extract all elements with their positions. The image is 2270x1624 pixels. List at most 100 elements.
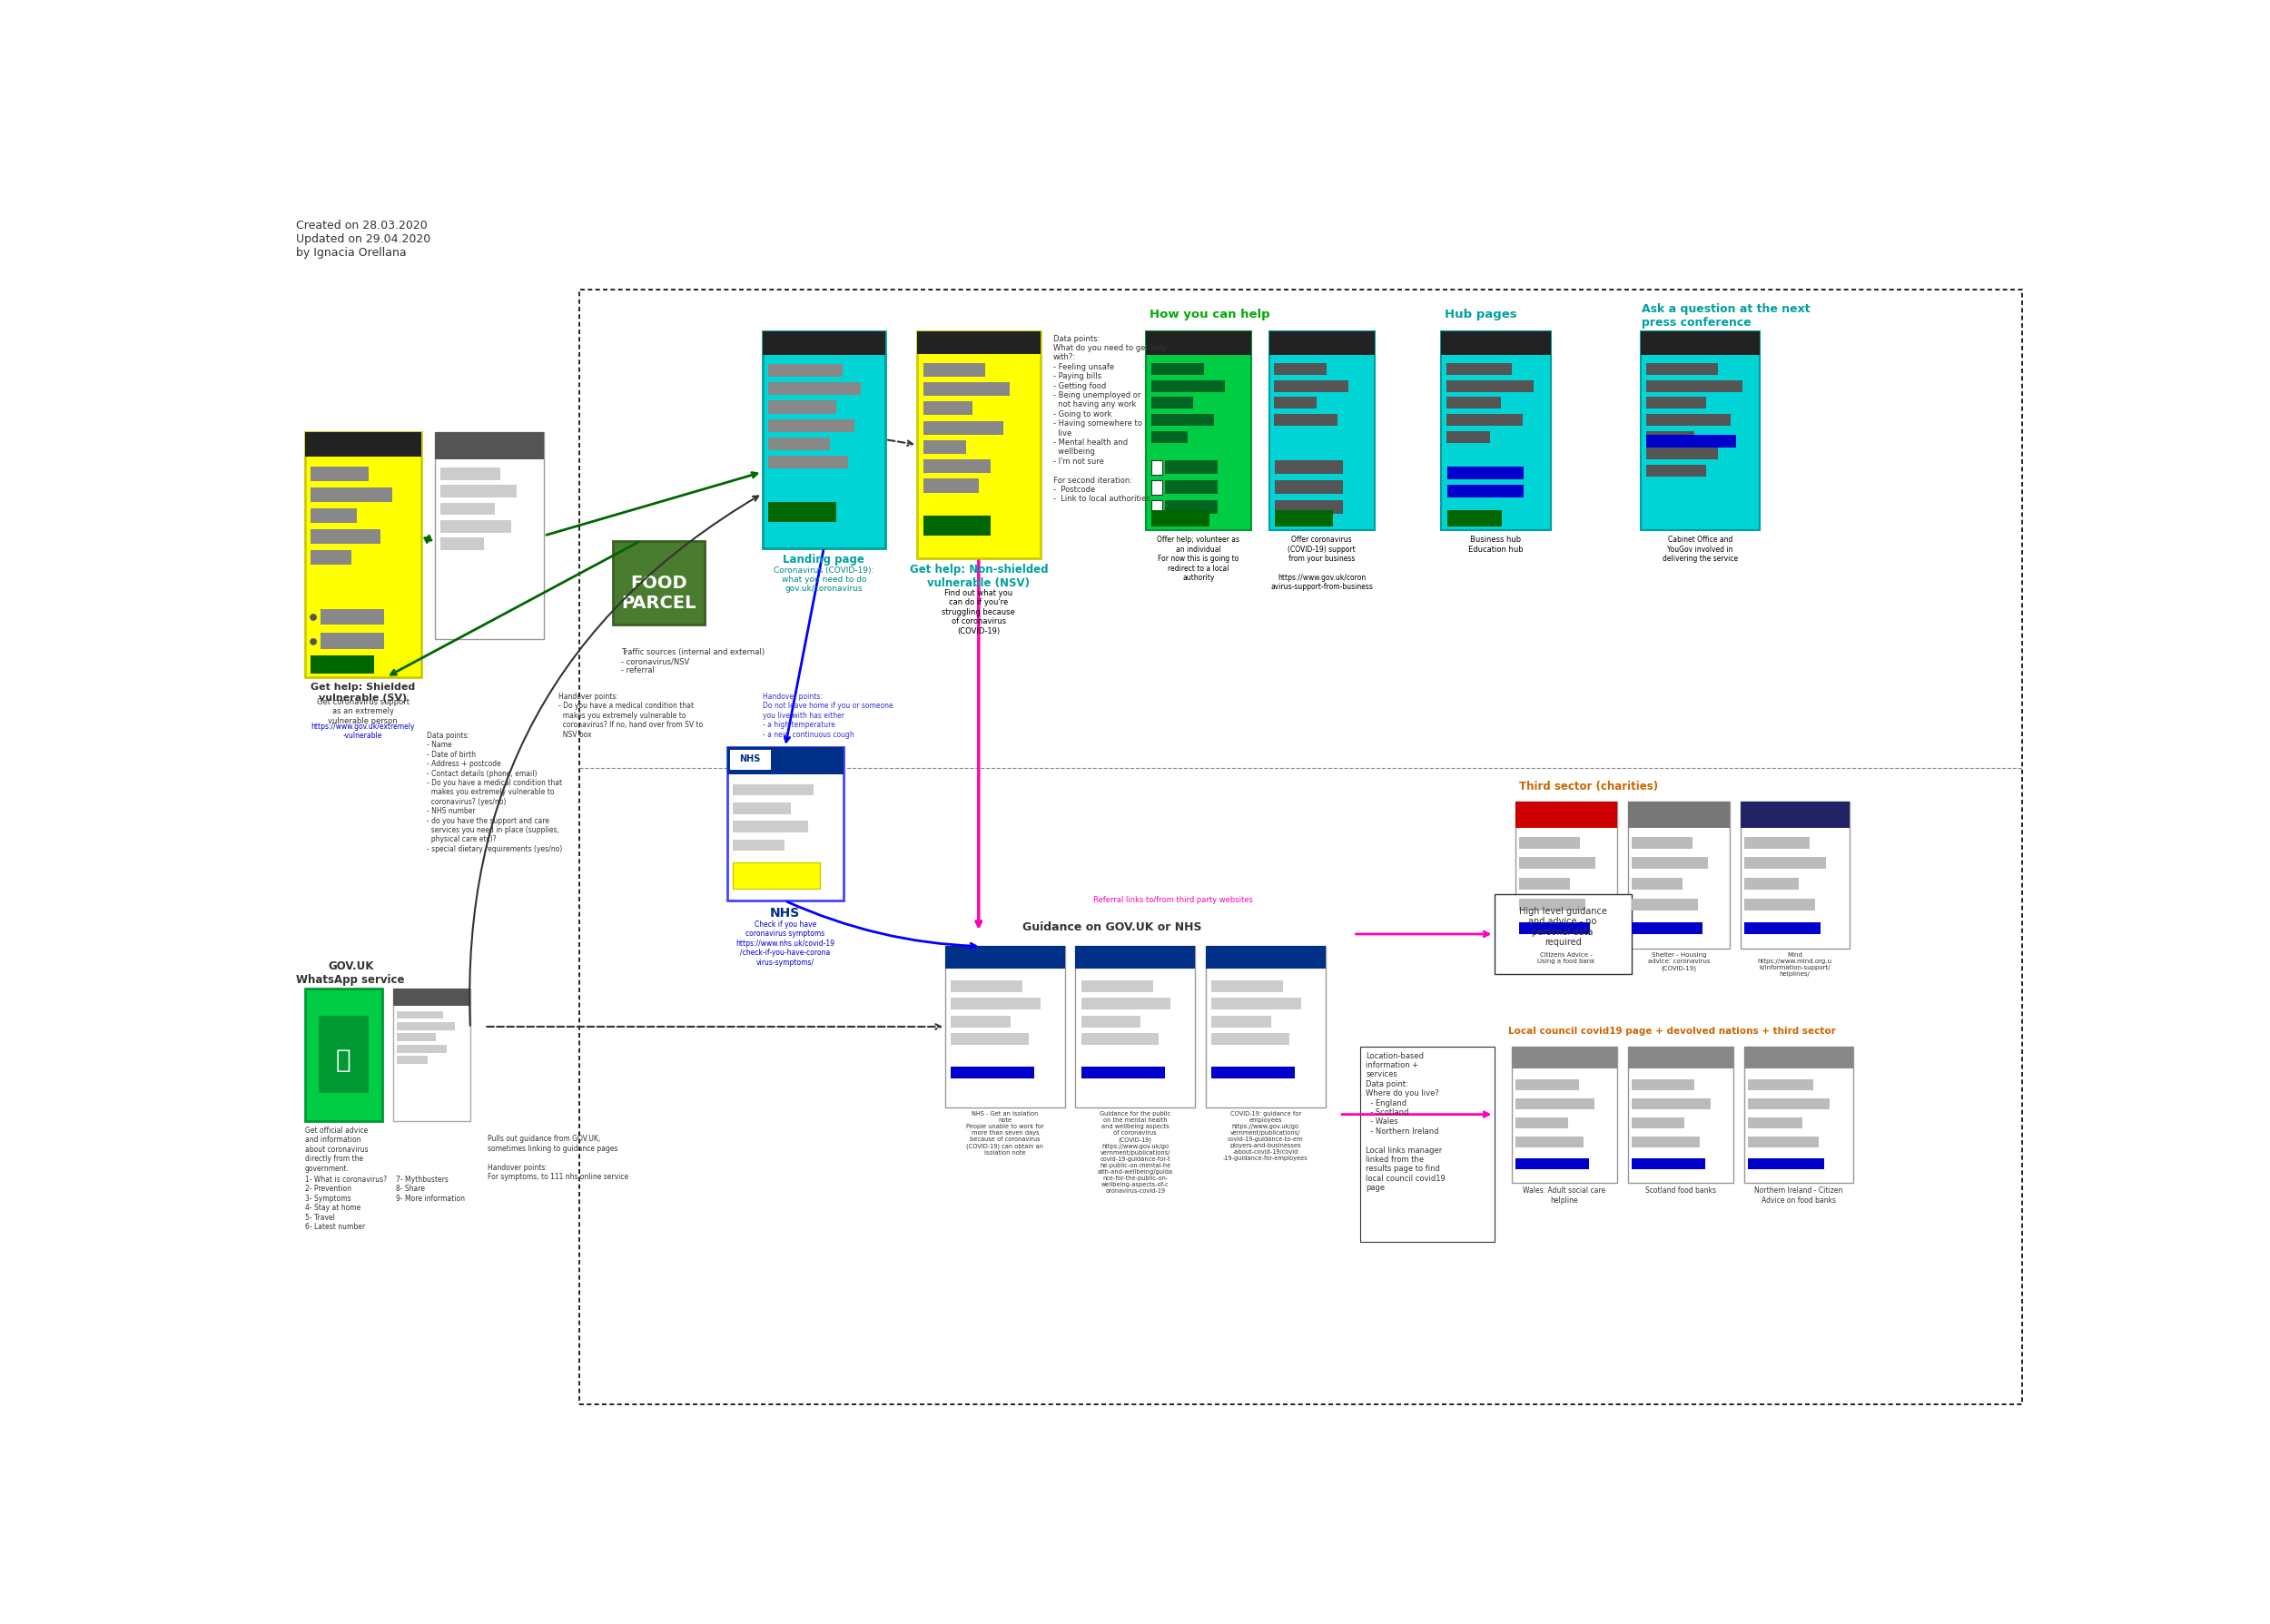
Bar — [311, 654, 375, 674]
Bar — [1273, 481, 1344, 494]
Bar — [440, 503, 495, 515]
Text: Pulls out guidance from GOV.UK,
sometimes linking to guidance pages

Handover po: Pulls out guidance from GOV.UK, sometime… — [488, 1135, 629, 1181]
Bar — [770, 456, 849, 469]
Bar — [1743, 836, 1809, 849]
Text: GOV.UK
WhatsApp service: GOV.UK WhatsApp service — [297, 960, 404, 986]
Text: Get official advice
and information
about coronavirus
directly from the
governme: Get official advice and information abou… — [304, 1127, 368, 1173]
Text: NHS - Get an isolation
note
People unable to work for
more than seven days
becau: NHS - Get an isolation note People unabl… — [967, 1111, 1044, 1155]
Bar — [924, 401, 972, 416]
Bar — [1641, 331, 1759, 356]
Text: Business hub
Education hub: Business hub Education hub — [1469, 536, 1523, 554]
Bar — [1632, 1158, 1705, 1169]
Bar — [393, 989, 470, 1005]
Bar — [733, 820, 808, 833]
Bar — [1360, 1046, 1494, 1242]
Bar — [1151, 461, 1162, 474]
Bar — [1743, 879, 1798, 890]
Bar — [1151, 380, 1226, 391]
Bar — [1632, 857, 1707, 869]
Bar — [1646, 464, 1707, 476]
Bar — [731, 750, 770, 770]
Bar — [951, 1033, 1028, 1046]
Bar — [924, 460, 992, 473]
Bar — [318, 1017, 368, 1093]
Text: https://www.gov.uk/extremely
-vulnerable: https://www.gov.uk/extremely -vulnerable — [311, 723, 415, 741]
Bar — [1632, 836, 1693, 849]
Bar — [1081, 1067, 1165, 1078]
Text: Traffic sources (internal and external)
- coronavirus/NSV
- referral: Traffic sources (internal and external) … — [622, 648, 765, 676]
Text: Get help: Shielded
vulnerable (SV): Get help: Shielded vulnerable (SV) — [311, 682, 415, 702]
Bar — [733, 840, 785, 851]
Text: NHS: NHS — [740, 754, 760, 763]
Bar — [304, 432, 420, 677]
Bar — [1446, 466, 1523, 479]
Text: Referral links to/from third party websites: Referral links to/from third party websi… — [1094, 896, 1253, 905]
Bar — [1743, 857, 1825, 869]
Text: Check if you have
coronavirus symptoms
https://www.nhs.uk/covid-19
/check-if-you: Check if you have coronavirus symptoms h… — [735, 921, 835, 966]
Bar — [1212, 1015, 1271, 1028]
Bar — [1632, 898, 1698, 909]
Bar — [311, 487, 393, 502]
Bar — [951, 997, 1040, 1010]
Bar — [1081, 1033, 1158, 1046]
Bar — [1151, 500, 1162, 515]
Bar — [1646, 396, 1707, 409]
Text: Northern Ireland - Citizen
Advice on food banks: Northern Ireland - Citizen Advice on foo… — [1755, 1187, 1843, 1205]
Bar — [763, 331, 885, 356]
Bar — [1494, 893, 1632, 974]
Bar — [1446, 484, 1523, 497]
Bar — [1516, 1098, 1594, 1109]
Bar — [1748, 1158, 1823, 1169]
Text: Landing page: Landing page — [783, 554, 865, 565]
Bar — [1646, 430, 1693, 443]
Bar — [1081, 1015, 1142, 1028]
Text: Mind
https://www.mind.org.u
k/information-support/
helplines/: Mind https://www.mind.org.u k/informatio… — [1757, 953, 1832, 978]
Bar — [1269, 331, 1376, 531]
Bar — [1212, 1067, 1294, 1078]
Bar — [320, 609, 384, 625]
Bar — [726, 747, 842, 775]
Bar — [1165, 500, 1217, 513]
Bar — [1512, 1046, 1616, 1069]
Bar — [924, 515, 992, 536]
Bar — [304, 989, 381, 1121]
Text: Citizens Advice -
Using a food bank: Citizens Advice - Using a food bank — [1537, 953, 1596, 965]
Bar — [397, 1044, 447, 1052]
Text: Shelter - Housing
advice: coronavirus
(COVID-19): Shelter - Housing advice: coronavirus (C… — [1648, 953, 1709, 971]
Text: Data points:
- Name
- Date of birth
- Address + postcode
- Contact details (phon: Data points: - Name - Date of birth - Ad… — [427, 732, 563, 853]
Bar — [1743, 1046, 1852, 1069]
Text: 7- Mythbusters
8- Share
9- More information: 7- Mythbusters 8- Share 9- More informat… — [397, 1176, 465, 1203]
Bar — [1628, 1046, 1734, 1069]
Bar — [1273, 414, 1337, 425]
Bar — [311, 551, 352, 565]
Bar — [770, 401, 835, 414]
Text: Guidance for the public
on the mental health
and wellbeing aspects
of coronaviru: Guidance for the public on the mental he… — [1096, 1111, 1174, 1194]
Bar — [397, 1010, 443, 1018]
Text: Guidance on GOV.UK or NHS: Guidance on GOV.UK or NHS — [1022, 922, 1203, 934]
Bar — [770, 437, 831, 450]
Text: Handover points:
Do not leave home if you or someone
you live with has either
- : Handover points: Do not leave home if yo… — [763, 692, 892, 739]
Bar — [924, 382, 1010, 396]
Bar — [311, 529, 381, 544]
Bar — [1748, 1098, 1830, 1109]
Bar — [770, 382, 860, 395]
Bar — [1273, 510, 1332, 526]
Bar — [1519, 898, 1584, 909]
Bar — [311, 508, 356, 523]
Bar — [1632, 1098, 1712, 1109]
Bar — [1441, 331, 1550, 356]
Text: 📱: 📱 — [336, 1047, 352, 1073]
Bar — [1516, 802, 1616, 828]
Bar — [579, 289, 2023, 1405]
Bar — [1151, 414, 1214, 425]
Bar — [1146, 331, 1251, 531]
Bar — [1165, 461, 1217, 474]
Bar — [1269, 331, 1376, 356]
Bar — [951, 979, 1022, 992]
Bar — [1748, 1117, 1802, 1129]
Bar — [397, 1033, 436, 1041]
Bar — [393, 989, 470, 1121]
Bar — [1748, 1078, 1814, 1090]
Bar — [1446, 396, 1500, 409]
Text: Created on 28.03.2020
Updated on 29.04.2020
by Ignacia Orellana: Created on 28.03.2020 Updated on 29.04.2… — [297, 219, 431, 258]
